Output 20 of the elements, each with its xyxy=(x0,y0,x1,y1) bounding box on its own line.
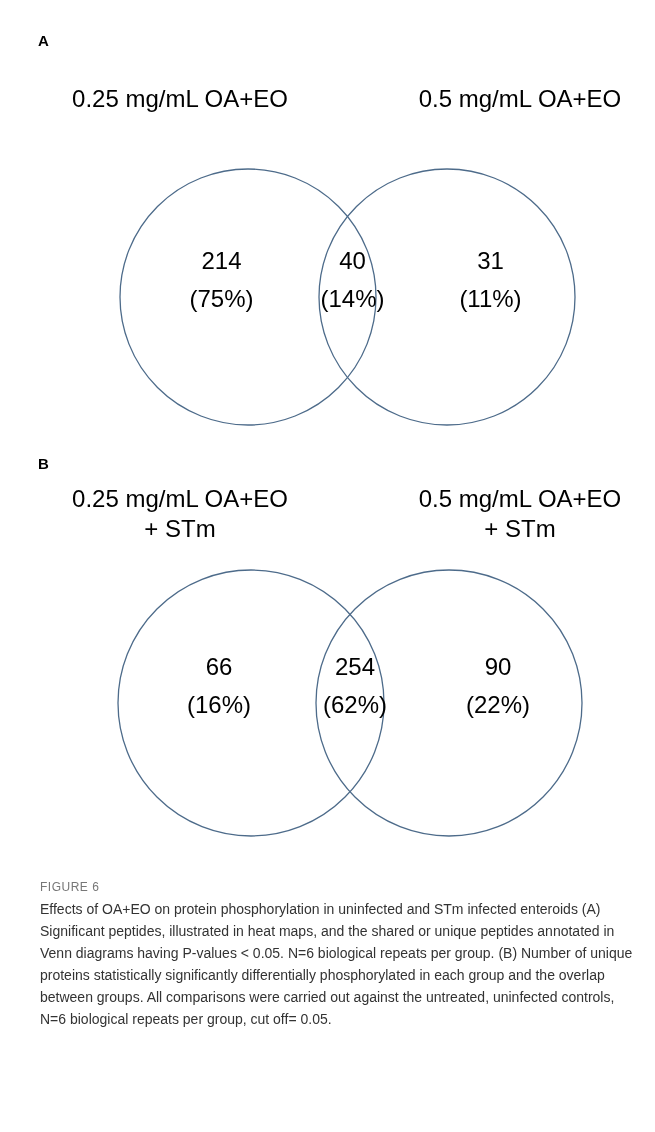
text: (14%) xyxy=(320,284,385,312)
data-label: 214 xyxy=(201,246,242,274)
data-label: 90 xyxy=(484,652,512,680)
category-label: 0.25 mg/mL OA+EO + STm xyxy=(72,484,288,542)
text: (11%) xyxy=(459,284,522,312)
data-label: 40 xyxy=(339,246,366,274)
text: (62%) xyxy=(322,690,388,718)
text: (16%) xyxy=(186,690,252,718)
category-label: 0.5 mg/mL OA+EO + STm xyxy=(418,484,622,542)
category-label: 0.25 mg/mL OA+EO xyxy=(72,84,288,112)
text: A xyxy=(38,32,49,50)
data-label: 66 xyxy=(205,652,233,680)
data-label: 31 xyxy=(477,246,504,274)
caption: FIGURE 6 xyxy=(40,879,101,896)
text: (22%) xyxy=(465,690,531,718)
text: (75%) xyxy=(189,284,254,312)
data-label: 254 xyxy=(334,652,376,680)
text: Effects of OA+EO on protein phosphorylation in uninfected and STm infected enteroids (A) Significant peptides, illustrated in heat maps, and the shared or unique peptides annotated in Venn diagrams having P-values < 0.05. N=6 biological repeats per group. (B) Number of unique proteins statistically significantly differentially phosphorylated in each group and the overlap between groups. All comparisons were carried out against the untreated, uninfected controls, N=6 biological repeats per group, cut off= 0.05. xyxy=(40,900,633,1029)
category-label: 0.5 mg/mL OA+EO xyxy=(418,84,622,112)
text: B xyxy=(38,455,49,473)
